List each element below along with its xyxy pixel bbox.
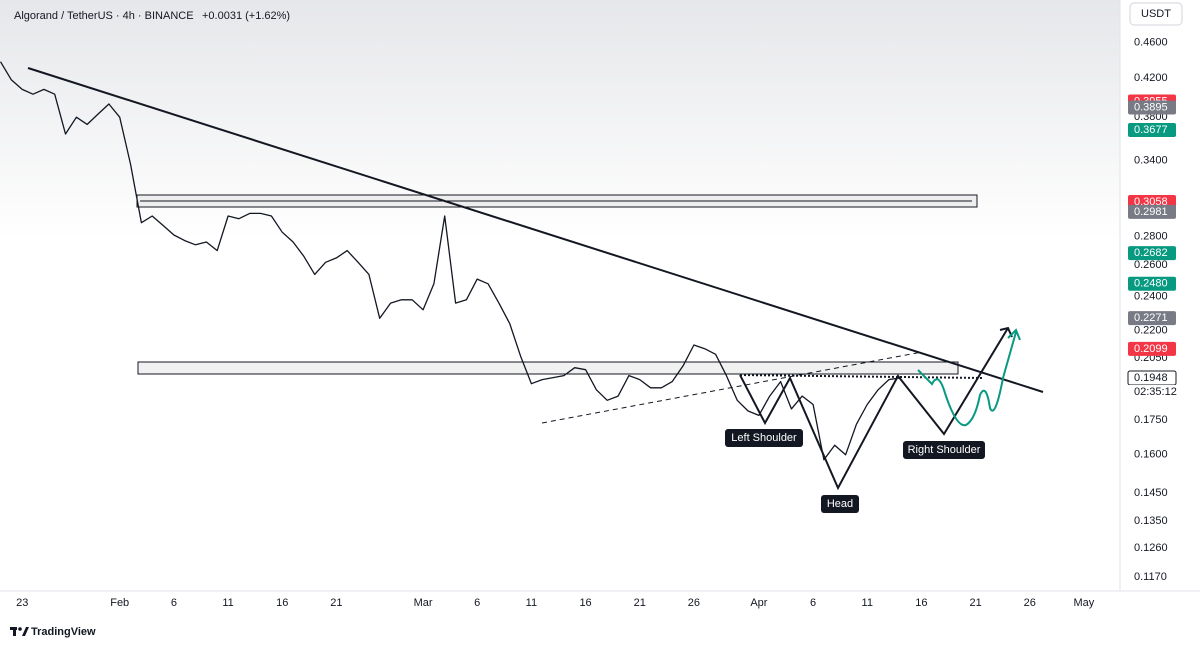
x-tick-label: 16: [915, 597, 927, 609]
price-label: 0.2480: [1134, 278, 1168, 290]
brand-logo: [10, 627, 29, 636]
price-label-box: [1128, 123, 1176, 138]
y-tick-label: 0.1170: [1134, 571, 1167, 583]
currency-button[interactable]: [1129, 2, 1183, 26]
logo-part: [22, 627, 29, 636]
price-label-box: [1128, 100, 1176, 115]
price-label: 0.3677: [1134, 124, 1168, 136]
price-label: 0.1948: [1134, 372, 1168, 384]
y-tick-label: 0.2600: [1134, 259, 1168, 271]
annotation-text: Head: [827, 498, 853, 510]
projection-path: [917, 331, 1017, 427]
annotation-box: [725, 429, 803, 447]
x-tick-label: 11: [526, 597, 537, 609]
y-tick-label: 0.2800: [1134, 230, 1168, 242]
y-tick-label: 0.1350: [1134, 515, 1168, 527]
y-tick-label: 0.1600: [1134, 449, 1168, 461]
x-tick-label: Feb: [110, 597, 129, 609]
price-label-box: [1128, 204, 1176, 219]
x-tick-label: 21: [969, 597, 981, 609]
x-tick-label: 16: [276, 597, 288, 609]
countdown: 02:35:12: [1134, 386, 1177, 398]
logo-part: [13, 627, 16, 636]
price-label: 0.2981: [1134, 206, 1168, 218]
x-tick-label: May: [1074, 597, 1095, 609]
y-tick-label: 0.2200: [1134, 324, 1168, 336]
annotation-text: Left Shoulder: [731, 432, 797, 444]
currency-label: USDT: [1141, 8, 1171, 20]
price-label: 0.3895: [1134, 101, 1168, 113]
x-tick-label: 11: [222, 597, 233, 609]
neckline: [739, 374, 983, 379]
y-tick-label: 0.2400: [1134, 290, 1168, 302]
x-tick-label: Apr: [750, 597, 767, 609]
x-tick-label: 6: [171, 597, 177, 609]
x-tick-label: 26: [1024, 597, 1036, 609]
price-label: 0.2099: [1134, 343, 1168, 355]
price-label-box: [1128, 276, 1176, 291]
x-tick-label: 26: [688, 597, 700, 609]
countdown-box: [1128, 385, 1176, 400]
x-tick-label: 21: [634, 597, 646, 609]
y-tick-label: 0.1450: [1134, 487, 1168, 499]
x-tick-label: Mar: [414, 597, 433, 609]
y-tick-label: 0.1260: [1134, 542, 1168, 554]
y-tick-label: 0.4200: [1134, 72, 1168, 84]
chart-title: Algorand / TetherUS · 4h · BINANCE: [14, 10, 194, 22]
logo-part: [18, 627, 22, 631]
price-label: 0.3058: [1134, 196, 1168, 208]
annotation-box: [903, 441, 985, 459]
annotation-box: [821, 495, 859, 513]
price-label-box: [1128, 311, 1176, 326]
price-label: 0.2271: [1134, 312, 1168, 324]
x-tick-label: 23: [16, 597, 28, 609]
plot-shade: [0, 0, 1120, 400]
drawings: [27, 67, 1044, 491]
x-tick-label: 11: [862, 597, 873, 609]
brand: TradingView: [31, 626, 96, 638]
annotation-right: Right Shoulder: [903, 441, 985, 459]
annotation-left: Left Shoulder: [725, 429, 803, 447]
support-zone: [137, 361, 959, 375]
price-line: [0, 61, 900, 461]
price-label-box: [1128, 246, 1176, 261]
y-tick-label: 0.1750: [1134, 414, 1168, 426]
x-tick-label: 21: [330, 597, 342, 609]
price-change: +0.0031 (+1.62%): [202, 10, 290, 22]
pattern-path: [739, 327, 1009, 491]
y-tick-label: 0.3400: [1134, 154, 1168, 166]
x-tick-label: 6: [474, 597, 480, 609]
x-tick-label: 6: [810, 597, 816, 609]
x-tick-label: 16: [579, 597, 591, 609]
price-label-box: [1128, 341, 1176, 356]
annotation-head: Head: [821, 495, 859, 513]
price-label: 0.2682: [1134, 247, 1168, 259]
y-tick-label: 0.4600: [1134, 36, 1168, 48]
downtrend-line: [27, 67, 1044, 393]
annotation-text: Right Shoulder: [908, 444, 981, 456]
projection-arrow: [1007, 328, 1021, 341]
